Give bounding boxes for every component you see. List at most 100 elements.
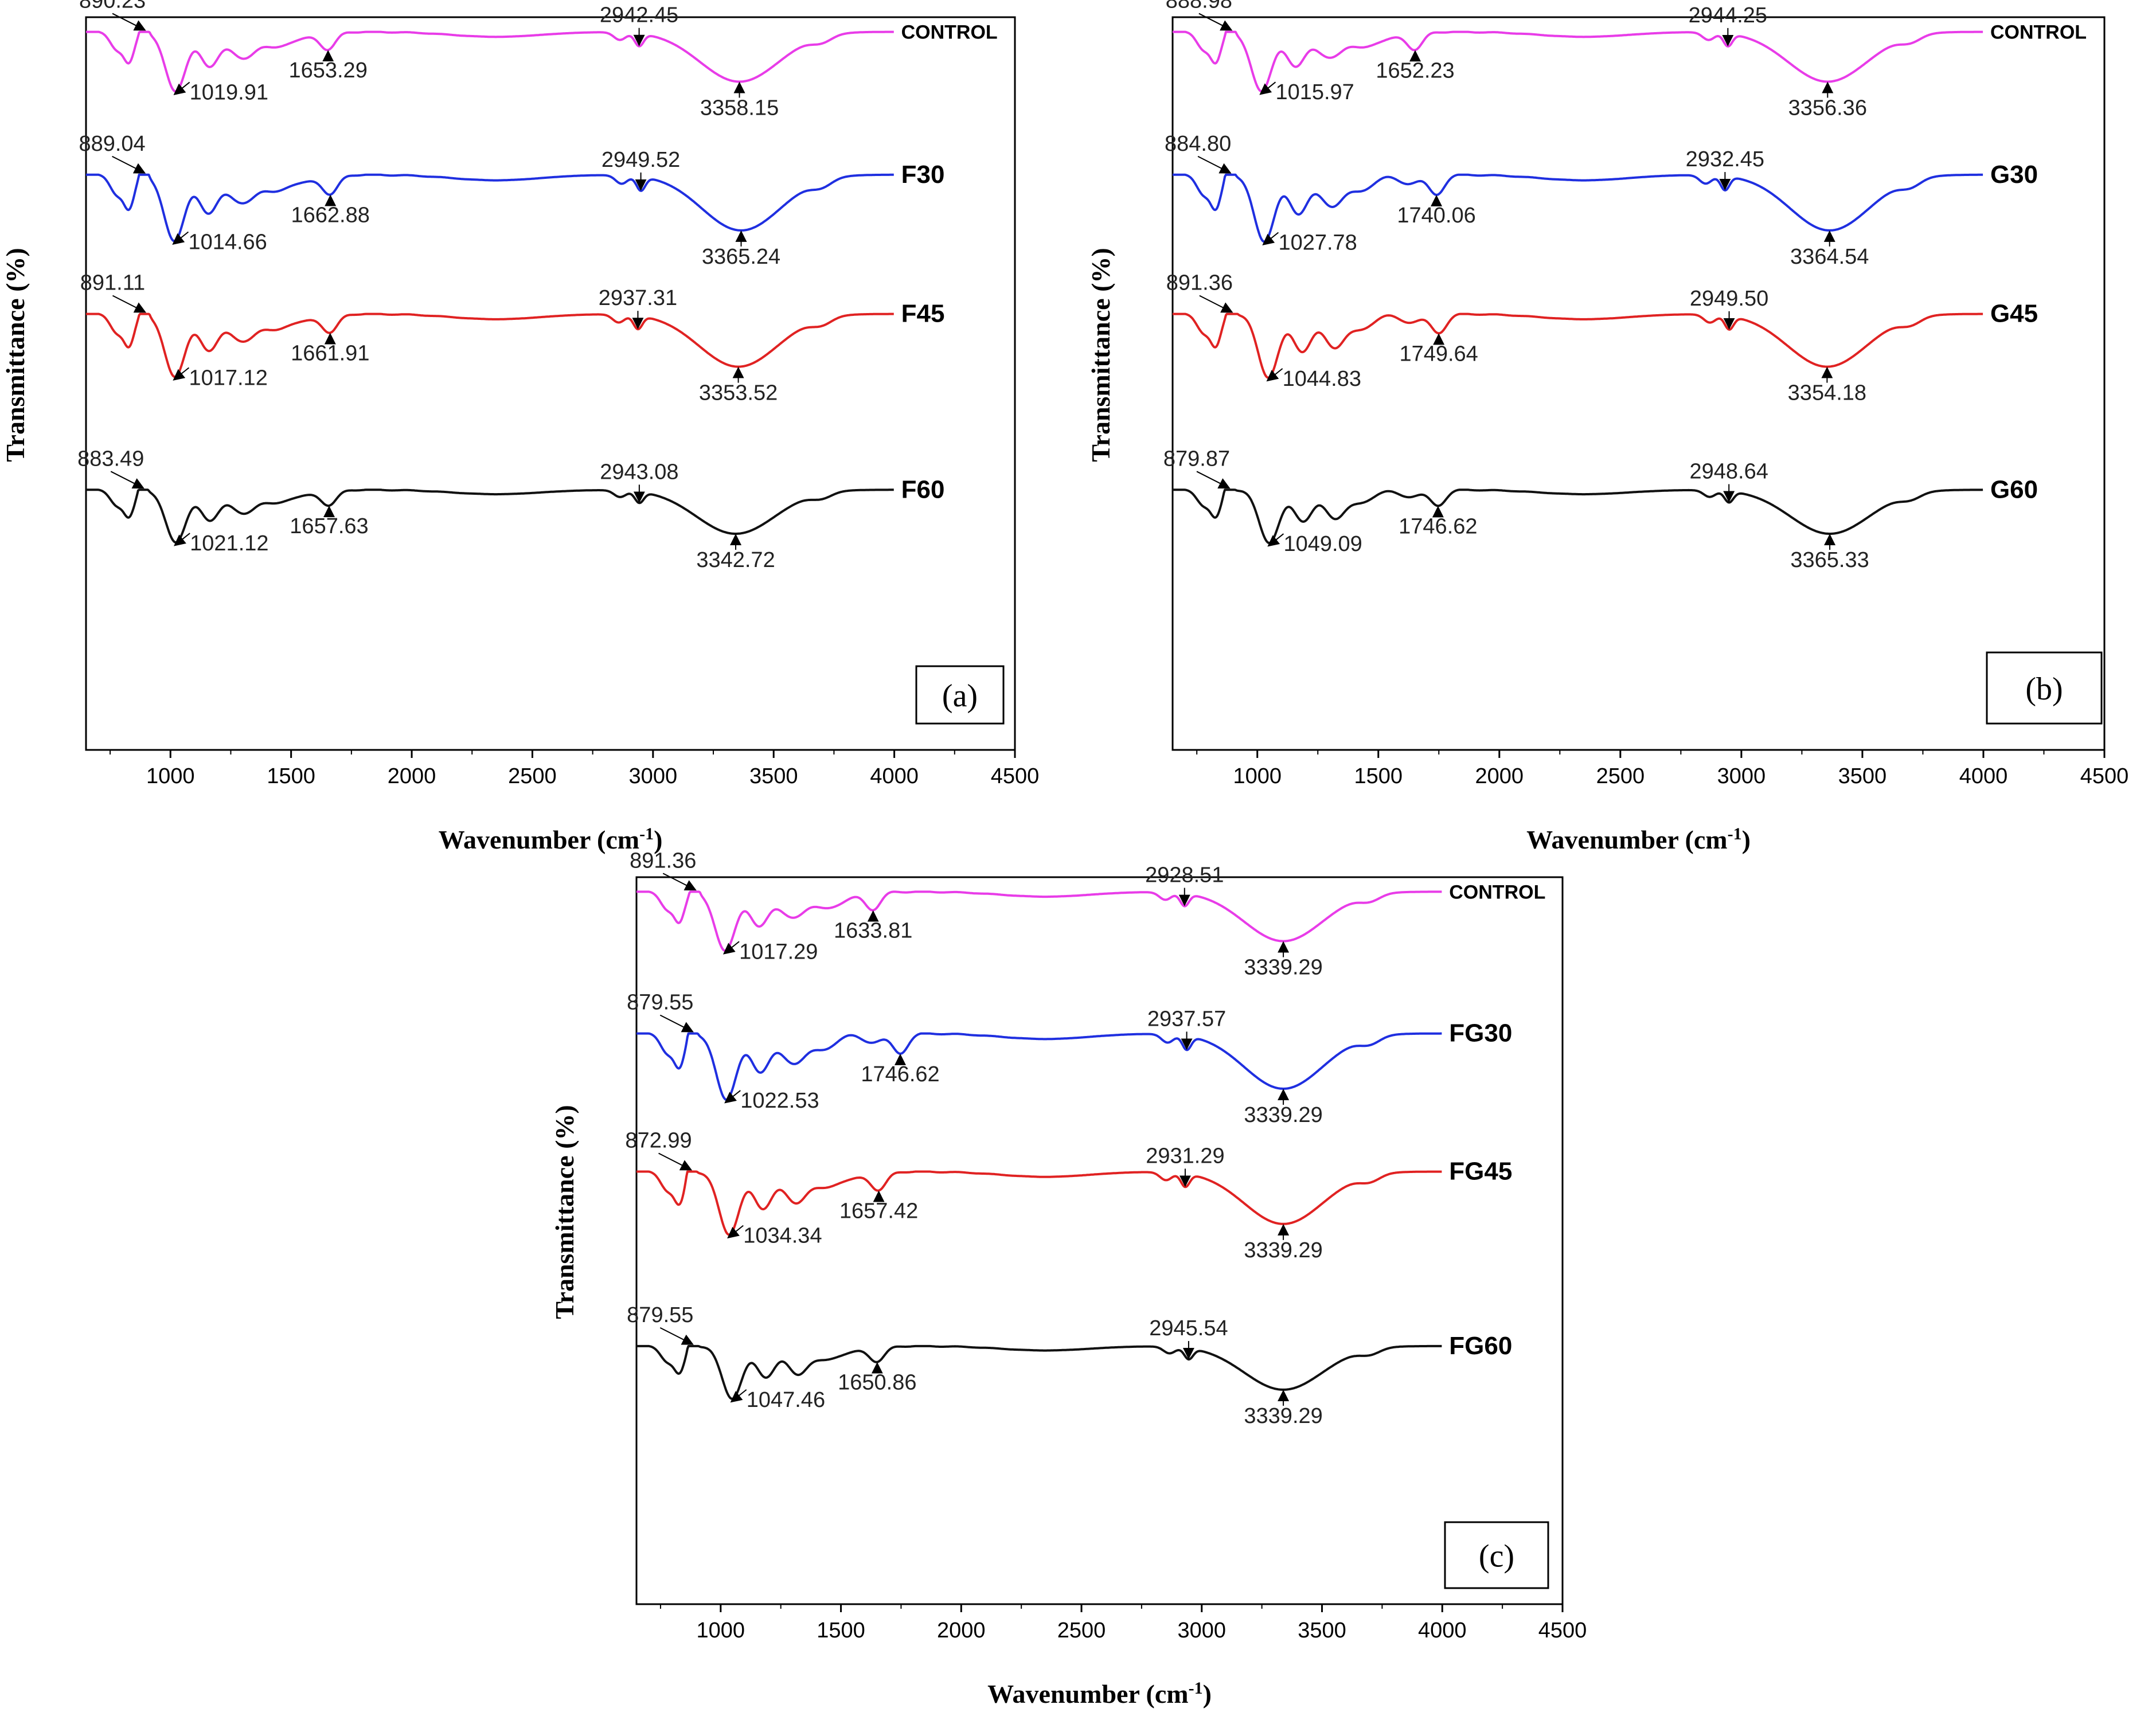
- peak-label: 1662.88: [291, 203, 370, 227]
- peak-label: 1019.91: [190, 80, 268, 104]
- peak-label: 1015.97: [1275, 80, 1354, 104]
- peak-arrow: [722, 941, 740, 955]
- peak-arrow: [110, 471, 144, 489]
- panel-label-box: [1444, 1521, 1549, 1589]
- x-tick-label: 3500: [749, 764, 798, 788]
- x-tick-label: 2500: [508, 764, 557, 788]
- series-label: CONTROL: [901, 22, 998, 44]
- peak-label: 889.04: [79, 132, 145, 156]
- peak-label: 890.23: [79, 0, 146, 13]
- peak-label: 2931.29: [1146, 1144, 1224, 1168]
- x-tick-label: 4500: [2080, 764, 2129, 788]
- peak-label: 3339.29: [1244, 1404, 1322, 1428]
- peak-label: 3339.29: [1244, 956, 1322, 980]
- peak-label: 879.87: [1163, 447, 1230, 471]
- peak-label: 1740.06: [1397, 204, 1475, 228]
- series-label: FG60: [1449, 1332, 1512, 1360]
- peak-label: 3356.36: [1788, 96, 1867, 120]
- peak-label: 1650.86: [838, 1371, 916, 1395]
- series-label: FG45: [1449, 1158, 1512, 1186]
- y-axis-title: Transmittance (%): [1, 248, 30, 462]
- peak-label: 2949.50: [1690, 287, 1768, 311]
- series-label: CONTROL: [1449, 881, 1545, 903]
- x-axis-title: Wavenumber (cm-1): [439, 824, 663, 855]
- series-label: F45: [901, 300, 945, 328]
- x-axis-title: Wavenumber (cm-1): [987, 1679, 1212, 1709]
- x-tick-label: 3500: [1298, 1618, 1346, 1643]
- series-line-fg60: [636, 1344, 1442, 1400]
- peak-label: 3364.54: [1790, 245, 1869, 269]
- x-tick-label: 2000: [1475, 764, 1524, 788]
- series-line-fg45: [636, 1170, 1442, 1236]
- y-axis-title: Transmittance (%): [1086, 248, 1115, 462]
- x-tick-label: 1500: [1354, 764, 1403, 788]
- peak-label: 891.36: [630, 849, 696, 873]
- peak-label: 872.99: [625, 1129, 692, 1153]
- peak-label: 3354.18: [1788, 381, 1866, 405]
- x-tick-label: 3500: [1838, 764, 1887, 788]
- peak-label: 1657.42: [839, 1199, 918, 1223]
- x-tick-label: 1000: [1233, 764, 1282, 788]
- peak-arrow: [173, 367, 190, 381]
- panel-label: (c): [1479, 1539, 1514, 1574]
- peak-label: 3339.29: [1244, 1103, 1322, 1127]
- plot-frame: [1171, 16, 2106, 751]
- x-tick-label: 1000: [697, 1618, 745, 1643]
- peak-label: 1661.91: [291, 342, 369, 366]
- peak-label: 1746.62: [1399, 514, 1477, 538]
- x-tick-label: 4500: [991, 764, 1040, 788]
- peak-arrow: [1259, 81, 1276, 95]
- x-tick-label: 4000: [1959, 764, 2008, 788]
- peak-arrow: [174, 533, 190, 546]
- peak-label: 2937.31: [599, 286, 677, 310]
- peak-label: 2928.51: [1145, 863, 1224, 888]
- peak-label: 891.36: [1166, 271, 1233, 295]
- series-line-f45: [85, 312, 895, 378]
- series-line-fg30: [636, 1032, 1442, 1101]
- peak-label: 2949.52: [602, 148, 680, 172]
- peak-label: 2948.64: [1690, 459, 1768, 483]
- x-tick-label: 1000: [146, 764, 195, 788]
- peak-arrow: [724, 1090, 741, 1104]
- peak-label: 879.55: [627, 991, 693, 1015]
- series-line-g30: [1172, 173, 1983, 243]
- peak-label: 2945.54: [1149, 1316, 1228, 1340]
- peak-label: 3358.15: [700, 96, 779, 120]
- peak-label: 1017.29: [739, 940, 818, 964]
- peak-label: 1022.53: [740, 1089, 819, 1113]
- peak-label: 3342.72: [696, 548, 775, 572]
- peak-arrow: [173, 81, 190, 95]
- peak-label: 1027.78: [1278, 230, 1357, 255]
- series-label: CONTROL: [1990, 22, 2087, 44]
- series-label: FG30: [1449, 1019, 1512, 1047]
- peak-arrow: [730, 1389, 747, 1403]
- peak-label: 1633.81: [834, 919, 912, 943]
- x-tick-label: 2000: [388, 764, 436, 788]
- peak-arrow: [658, 1152, 693, 1171]
- panel-label: (b): [2025, 671, 2063, 707]
- x-tick-label: 1500: [817, 1618, 865, 1643]
- chart-panel-c: 1000 1500 2000 2500 3000 3500 4000 4500 Wavenumb…: [550, 849, 1587, 1709]
- peak-label: 891.11: [80, 271, 145, 295]
- peak-label: 1746.62: [861, 1062, 939, 1086]
- x-tick-label: 3000: [629, 764, 678, 788]
- peak-label: 1017.12: [189, 366, 267, 390]
- series-label: G30: [1990, 161, 2038, 189]
- series-label: G60: [1990, 475, 2038, 503]
- peak-label: 3339.29: [1244, 1238, 1322, 1262]
- x-axis-title: Wavenumber (cm-1): [1526, 824, 1751, 855]
- peak-arrow: [1267, 533, 1284, 547]
- panel-label: (a): [942, 678, 978, 714]
- panel-label-box: [1986, 651, 2103, 725]
- peak-label: 2937.57: [1147, 1007, 1226, 1031]
- chart-panel-a: 1000 1500 2000 2500 3000 3500 4000 4500 Wavenumb…: [1, 0, 1039, 854]
- peak-arrow: [1196, 471, 1231, 489]
- peak-label: 888.98: [1166, 0, 1232, 13]
- x-tick-label: 1500: [267, 764, 315, 788]
- peak-arrow: [112, 295, 147, 313]
- series-line-control: [1172, 30, 1983, 93]
- peak-label: 883.49: [77, 447, 144, 471]
- peak-label: 884.80: [1165, 132, 1231, 156]
- peak-label: 2944.25: [1689, 3, 1767, 28]
- series-label: G45: [1990, 300, 2038, 328]
